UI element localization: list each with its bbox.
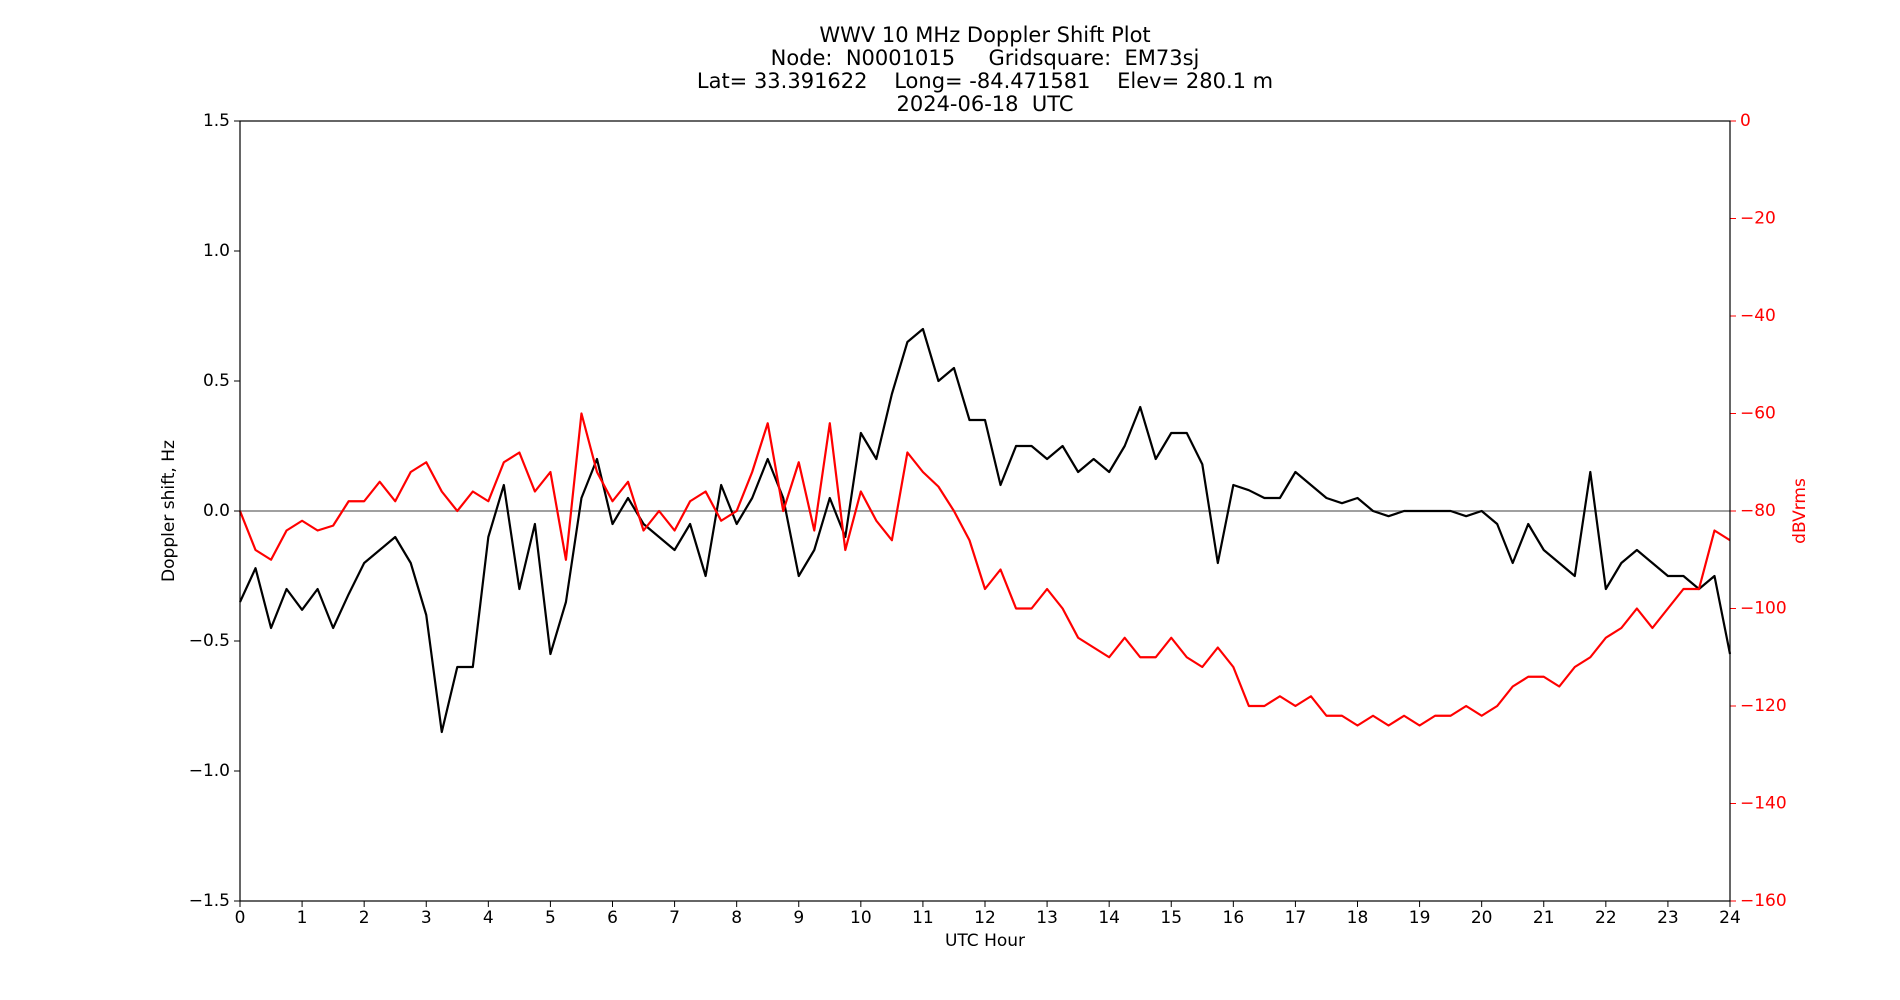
- y-tick-label: 1.5: [203, 111, 230, 131]
- chart-title: Node: N0001015 Gridsquare: EM73sj: [771, 46, 1200, 70]
- x-tick-label: 1: [297, 908, 308, 928]
- series-line: [238, 412, 1731, 727]
- x-tick-label: 4: [483, 908, 494, 928]
- y-tick-label: 0.5: [203, 371, 230, 391]
- y2-tick-label: −40: [1740, 306, 1776, 326]
- x-tick-label: 11: [912, 908, 934, 928]
- x-tick-label: 7: [669, 908, 680, 928]
- y2-tick-label: −120: [1740, 696, 1787, 716]
- chart-title: Lat= 33.391622 Long= -84.471581 Elev= 28…: [697, 69, 1273, 93]
- chart-title: 2024-06-18 UTC: [896, 92, 1073, 116]
- x-tick-label: 13: [1036, 908, 1058, 928]
- series-line: [239, 327, 1732, 734]
- y-tick-label: −1.5: [189, 891, 230, 911]
- x-tick-label: 12: [974, 908, 996, 928]
- x-tick-label: 20: [1471, 908, 1493, 928]
- y-axis-label: Doppler shift, Hz: [159, 440, 179, 582]
- x-tick-label: 24: [1719, 908, 1741, 928]
- y2-tick-label: 0: [1740, 111, 1751, 131]
- y2-tick-label: −100: [1740, 599, 1787, 619]
- x-tick-label: 2: [359, 908, 370, 928]
- x-tick-label: 9: [793, 908, 804, 928]
- x-tick-label: 15: [1160, 908, 1182, 928]
- chart-title: WWV 10 MHz Doppler Shift Plot: [819, 23, 1150, 47]
- x-tick-label: 22: [1595, 908, 1617, 928]
- y2-tick-label: −160: [1740, 891, 1787, 911]
- x-tick-label: 10: [850, 908, 872, 928]
- x-tick-label: 0: [235, 908, 246, 928]
- x-tick-label: 14: [1098, 908, 1120, 928]
- y-tick-label: −1.0: [189, 761, 230, 781]
- y2-tick-label: −60: [1740, 404, 1776, 424]
- y2-tick-label: −80: [1740, 501, 1776, 521]
- x-tick-label: 16: [1223, 908, 1245, 928]
- y-tick-label: −0.5: [189, 631, 230, 651]
- x-tick-label: 5: [545, 908, 556, 928]
- y2-tick-label: −140: [1740, 794, 1787, 814]
- y-tick-label: 0.0: [203, 501, 230, 521]
- x-tick-label: 3: [421, 908, 432, 928]
- y2-axis-label: dBVrms: [1790, 478, 1810, 544]
- x-tick-label: 21: [1533, 908, 1555, 928]
- x-tick-label: 18: [1347, 908, 1369, 928]
- x-tick-label: 8: [731, 908, 742, 928]
- x-tick-label: 17: [1285, 908, 1307, 928]
- x-tick-label: 6: [607, 908, 618, 928]
- x-tick-label: 23: [1657, 908, 1679, 928]
- y2-tick-label: −20: [1740, 209, 1776, 229]
- y-tick-label: 1.0: [203, 241, 230, 261]
- x-tick-label: 19: [1409, 908, 1431, 928]
- x-axis-label: UTC Hour: [945, 931, 1025, 951]
- plot-frame: [239, 120, 1731, 902]
